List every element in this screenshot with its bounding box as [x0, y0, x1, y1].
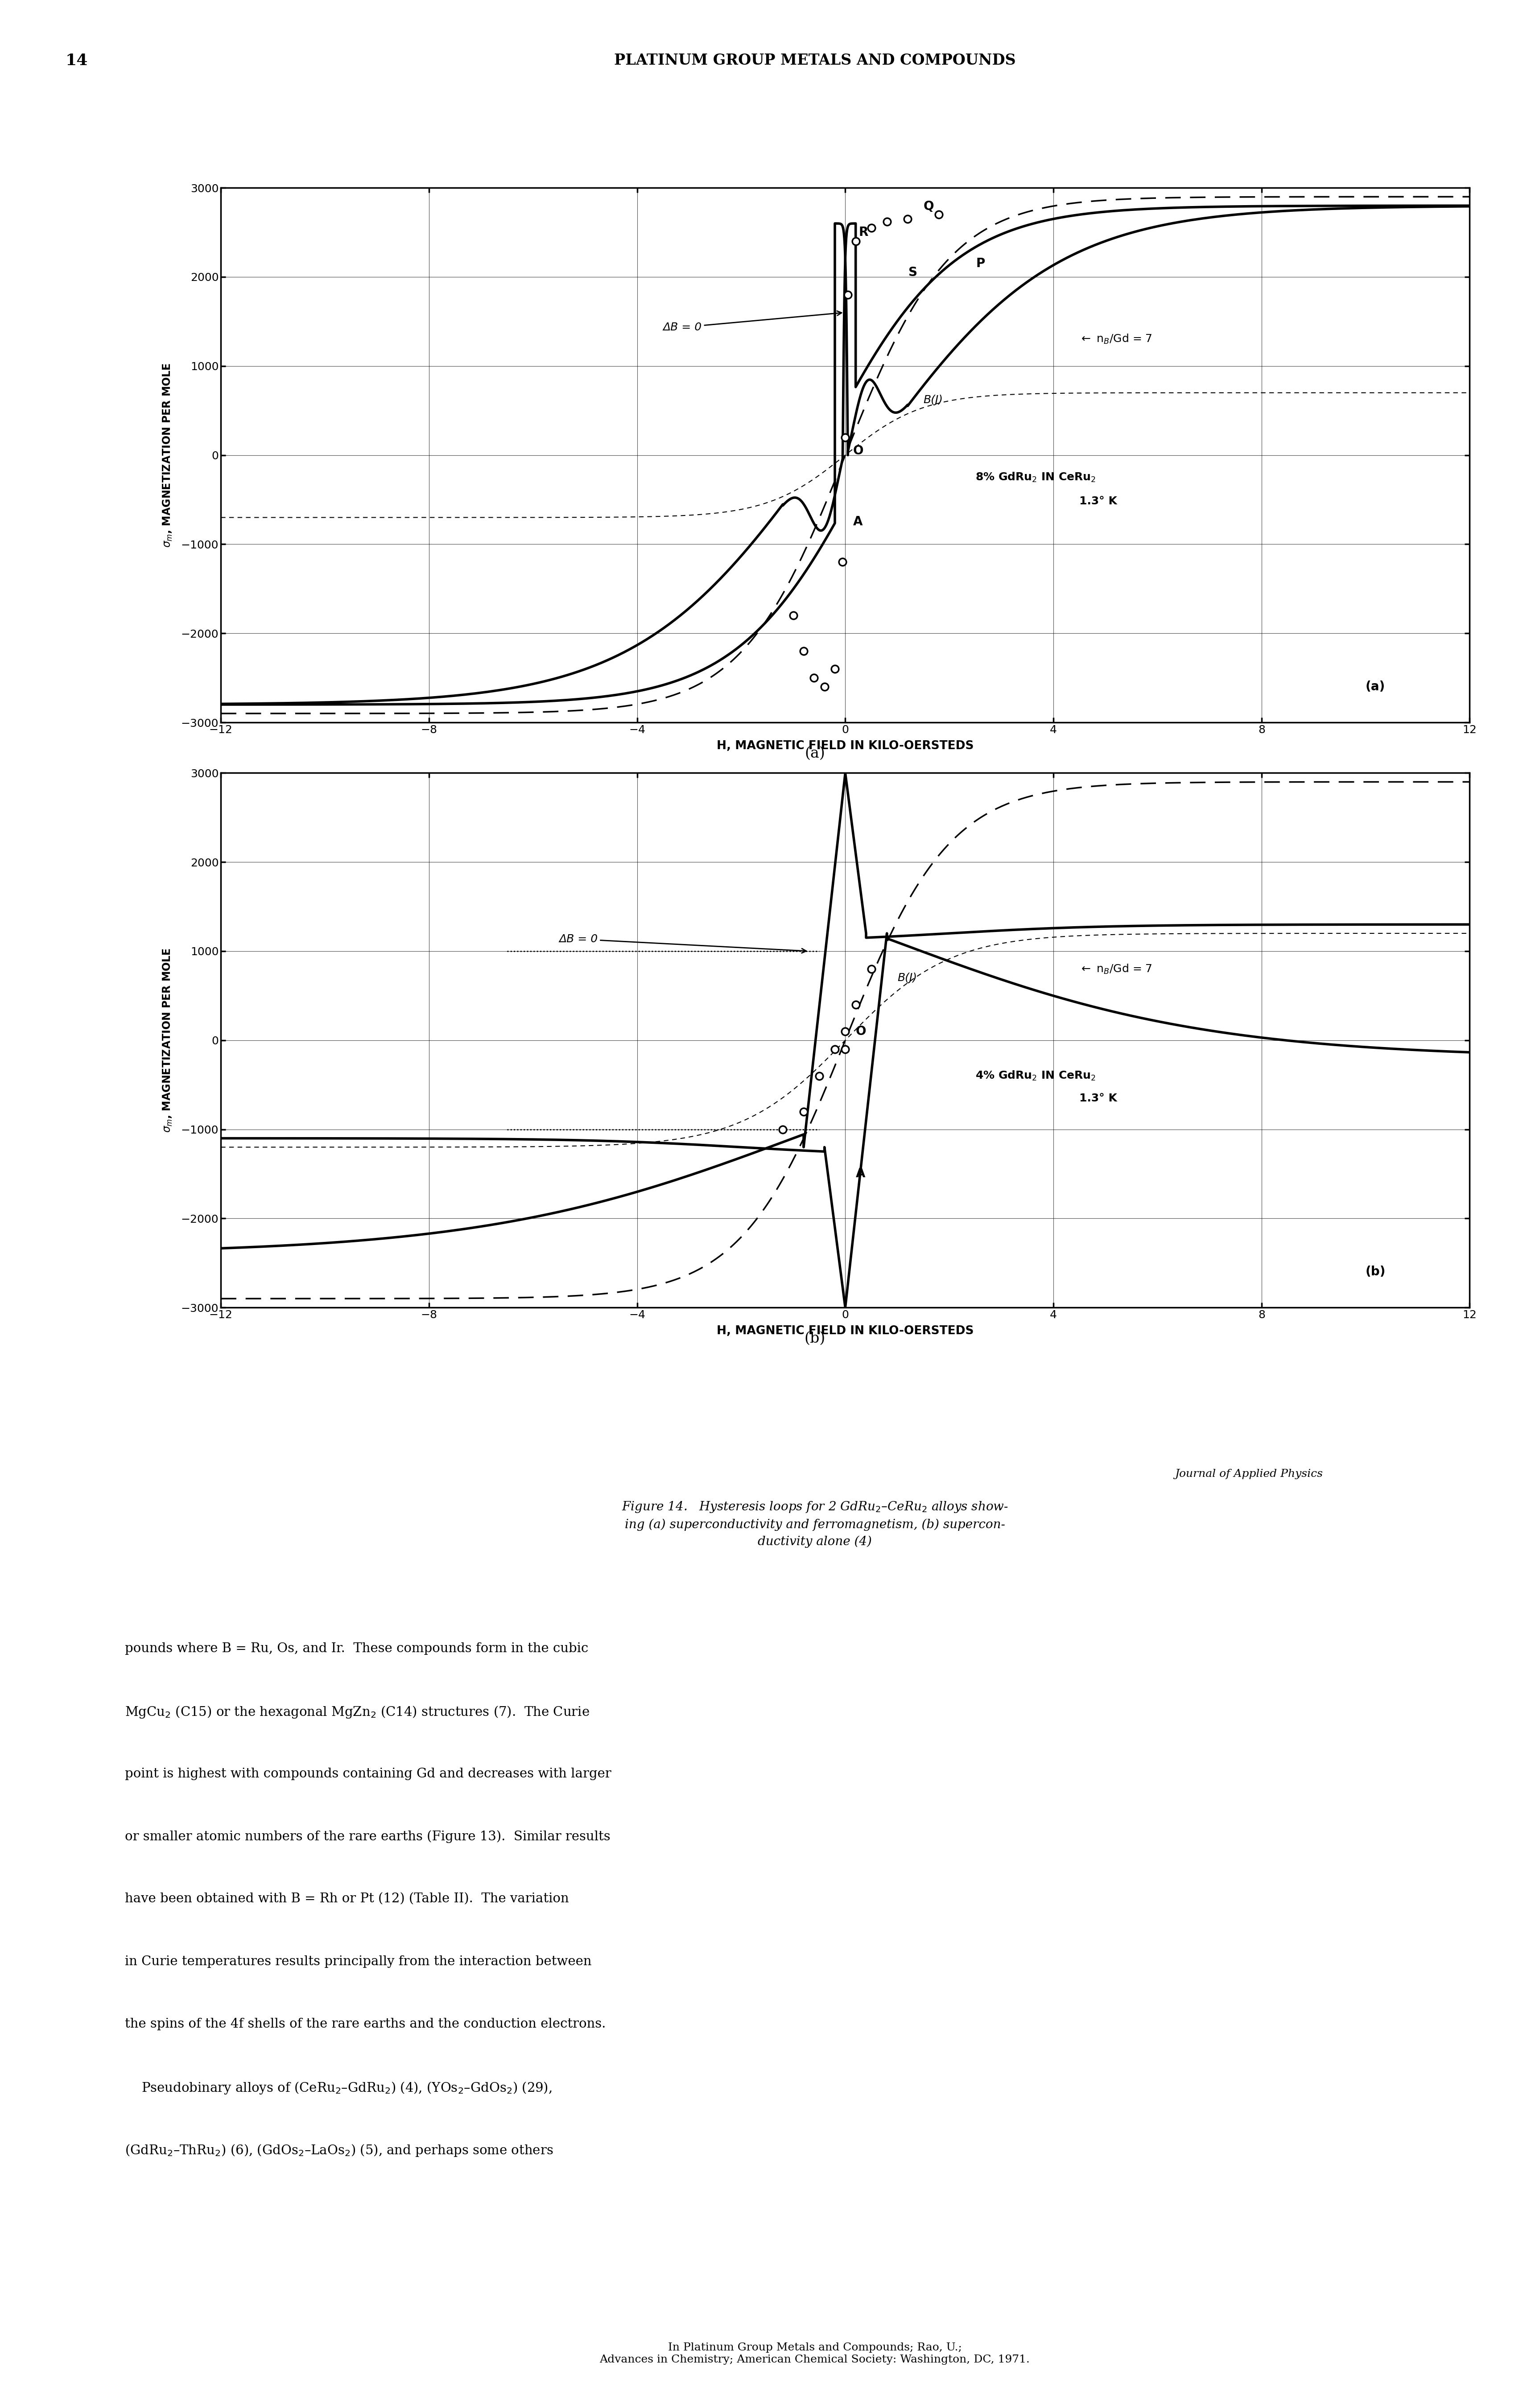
X-axis label: H, MAGNETIC FIELD IN KILO-OERSTEDS: H, MAGNETIC FIELD IN KILO-OERSTEDS: [717, 739, 973, 751]
X-axis label: H, MAGNETIC FIELD IN KILO-OERSTEDS: H, MAGNETIC FIELD IN KILO-OERSTEDS: [717, 1324, 973, 1336]
Text: A: A: [856, 1168, 865, 1180]
Text: (a): (a): [804, 746, 825, 761]
Text: or smaller atomic numbers of the rare earths (Figure 13).  Similar results: or smaller atomic numbers of the rare ea…: [125, 1830, 611, 1842]
Text: ΔB = 0: ΔB = 0: [663, 311, 842, 332]
Text: ΔB = 0: ΔB = 0: [559, 934, 806, 954]
Text: (b): (b): [1366, 1267, 1386, 1279]
Y-axis label: $\sigma_m$, MAGNETIZATION PER MOLE: $\sigma_m$, MAGNETIZATION PER MOLE: [161, 949, 174, 1132]
Text: Q: Q: [923, 200, 934, 212]
Text: B(J): B(J): [923, 395, 943, 405]
Text: point is highest with compounds containing Gd and decreases with larger: point is highest with compounds containi…: [125, 1767, 611, 1780]
Text: 8% GdRu$_2$ IN CeRu$_2$: 8% GdRu$_2$ IN CeRu$_2$: [975, 472, 1097, 484]
Text: 1.3° K: 1.3° K: [1080, 496, 1118, 506]
Text: R: R: [859, 226, 868, 238]
Text: 4% GdRu$_2$ IN CeRu$_2$: 4% GdRu$_2$ IN CeRu$_2$: [975, 1069, 1097, 1081]
Text: A: A: [853, 515, 862, 527]
Text: have been obtained with B = Rh or Pt (12) (Table II).  The variation: have been obtained with B = Rh or Pt (12…: [125, 1893, 570, 1905]
Text: Figure 14.   Hysteresis loops for 2 GdRu$_2$–CeRu$_2$ alloys show-
ing (a) super: Figure 14. Hysteresis loops for 2 GdRu$_…: [621, 1500, 1008, 1548]
Text: S: S: [908, 267, 917, 279]
Text: O: O: [853, 445, 864, 458]
Text: (b): (b): [804, 1332, 825, 1346]
Text: P: P: [976, 258, 985, 270]
Text: PLATINUM GROUP METALS AND COMPOUNDS: PLATINUM GROUP METALS AND COMPOUNDS: [614, 53, 1016, 67]
Text: Journal of Applied Physics: Journal of Applied Physics: [1174, 1469, 1323, 1479]
Text: the spins of the 4f shells of the rare earths and the conduction electrons.: the spins of the 4f shells of the rare e…: [125, 2018, 606, 2030]
Text: in Curie temperatures results principally from the interaction between: in Curie temperatures results principall…: [125, 1955, 591, 1967]
Text: $\leftarrow$ n$_B$/Gd = 7: $\leftarrow$ n$_B$/Gd = 7: [1080, 332, 1153, 344]
Text: Pseudobinary alloys of (CeRu$_2$–GdRu$_2$) (4), (YOs$_2$–GdOs$_2$) (29),: Pseudobinary alloys of (CeRu$_2$–GdRu$_2…: [125, 2081, 551, 2095]
Text: 14: 14: [65, 53, 88, 67]
Text: In Platinum Group Metals and Compounds; Rao, U.;
Advances in Chemistry; American: In Platinum Group Metals and Compounds; …: [600, 2343, 1030, 2365]
Text: 1.3° K: 1.3° K: [1080, 1093, 1118, 1103]
Text: pounds where B = Ru, Os, and Ir.  These compounds form in the cubic: pounds where B = Ru, Os, and Ir. These c…: [125, 1642, 588, 1654]
Text: (a): (a): [1366, 681, 1386, 694]
Y-axis label: $\sigma_m$, MAGNETIZATION PER MOLE: $\sigma_m$, MAGNETIZATION PER MOLE: [161, 364, 174, 547]
Text: MgCu$_2$ (C15) or the hexagonal MgZn$_2$ (C14) structures (7).  The Curie: MgCu$_2$ (C15) or the hexagonal MgZn$_2$…: [125, 1705, 589, 1719]
Text: B(J): B(J): [897, 973, 917, 982]
Text: (GdRu$_2$–ThRu$_2$) (6), (GdOs$_2$–LaOs$_2$) (5), and perhaps some others: (GdRu$_2$–ThRu$_2$) (6), (GdOs$_2$–LaOs$…: [125, 2143, 553, 2158]
Text: O: O: [856, 1026, 867, 1038]
Text: $\leftarrow$ n$_B$/Gd = 7: $\leftarrow$ n$_B$/Gd = 7: [1080, 963, 1153, 975]
